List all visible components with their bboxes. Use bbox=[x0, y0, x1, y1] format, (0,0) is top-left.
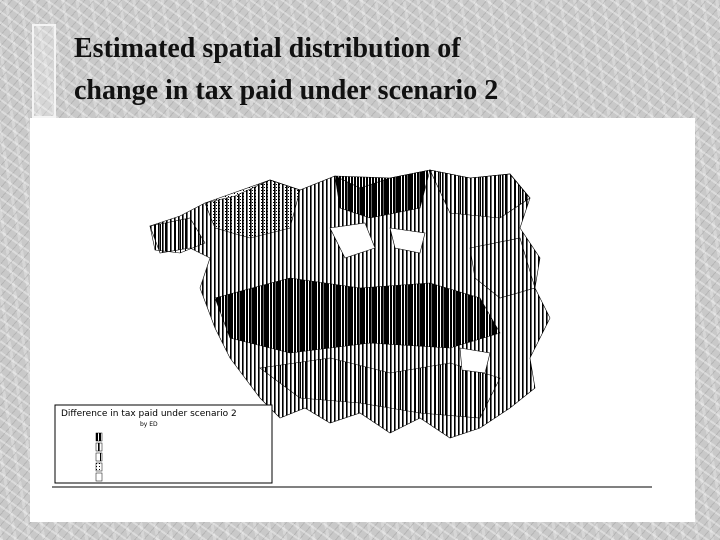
legend-subtitle: by ED bbox=[140, 421, 158, 428]
map-panel: Difference in tax paid under scenario 2 … bbox=[30, 118, 695, 522]
slide-title: Estimated spatial distribution of change… bbox=[74, 28, 498, 112]
map-regions bbox=[149, 169, 551, 439]
legend-swatch bbox=[95, 462, 103, 472]
legend-swatch bbox=[95, 452, 103, 462]
legend-box bbox=[54, 404, 273, 484]
legend-swatch bbox=[95, 432, 103, 442]
map: Difference in tax paid under scenario 2 … bbox=[52, 169, 652, 488]
title-line: change in tax paid under scenario 2 bbox=[74, 75, 499, 106]
legend-swatch bbox=[95, 442, 103, 452]
legend-title: Difference in tax paid under scenario 2 bbox=[61, 409, 237, 419]
legend-swatch bbox=[95, 472, 103, 482]
title-line: Estimated spatial distribution of bbox=[74, 33, 461, 64]
decoration bbox=[32, 24, 56, 118]
legend: Difference in tax paid under scenario 2 … bbox=[54, 404, 273, 484]
